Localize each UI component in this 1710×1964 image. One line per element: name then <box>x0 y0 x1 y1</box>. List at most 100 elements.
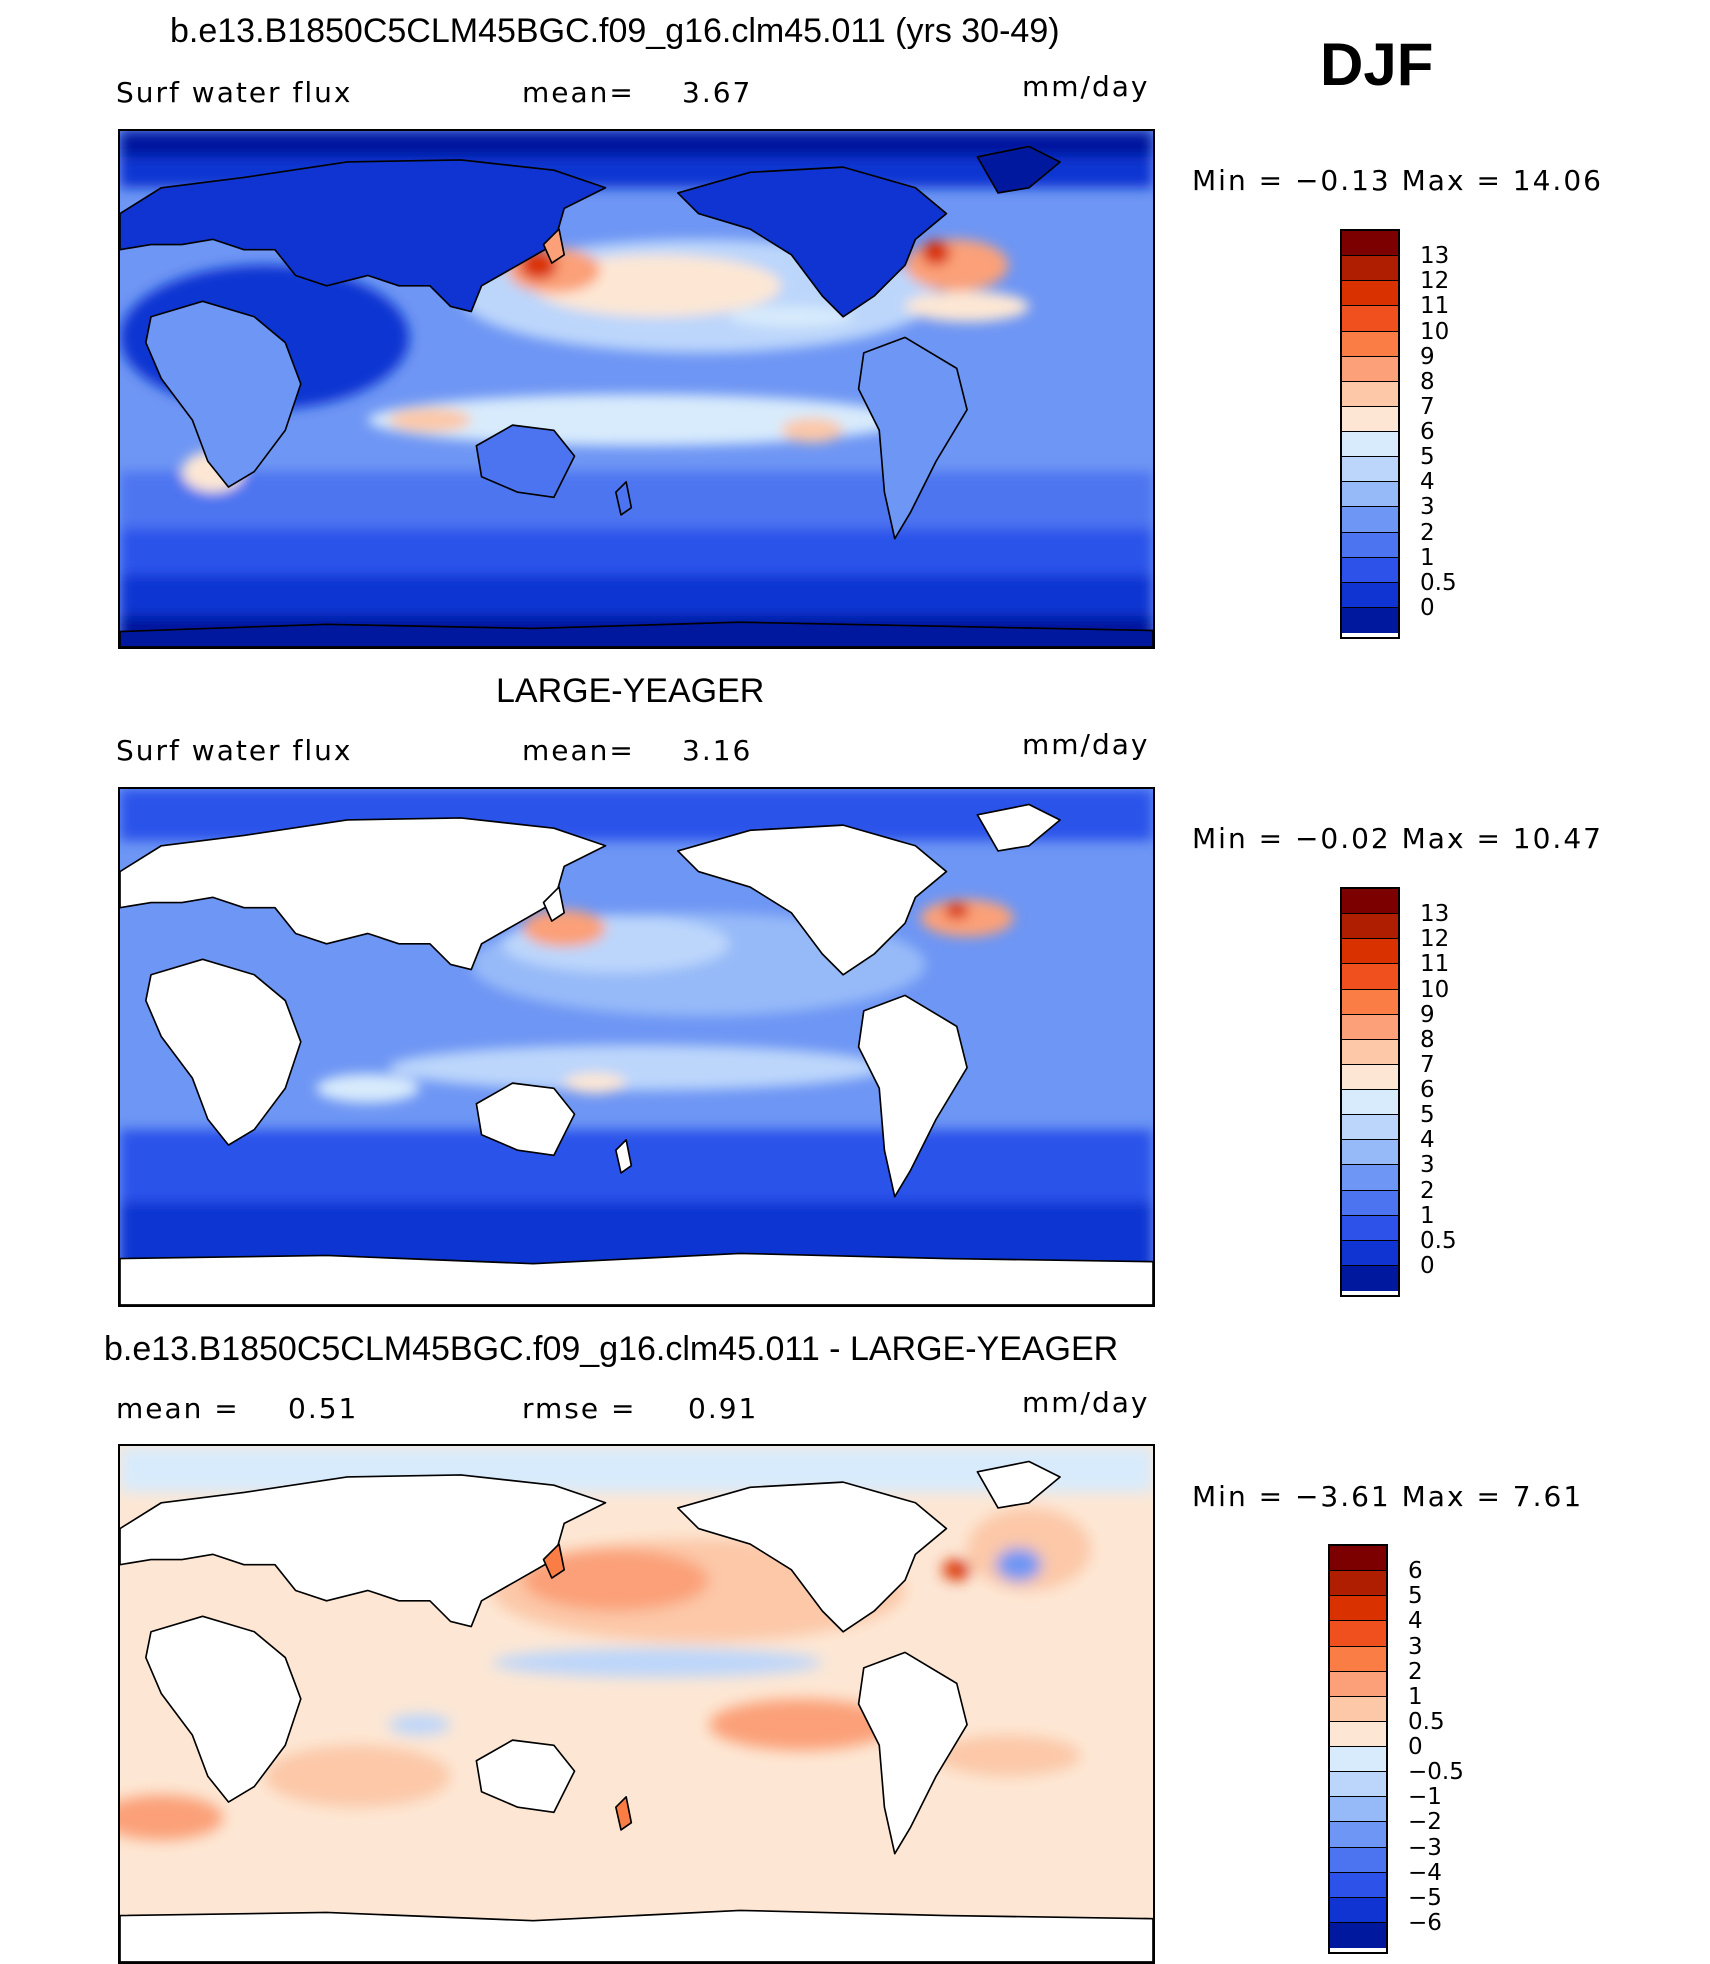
colorbar-tick-label: 9 <box>1420 1001 1435 1028</box>
colorbar-tick-label: 3 <box>1420 1152 1435 1179</box>
colorbar-swatch <box>1342 381 1398 407</box>
colorbar-tick-label: 0.5 <box>1408 1708 1445 1735</box>
colorbar-tick-label: 6 <box>1408 1558 1423 1585</box>
colorbar-tick-label: 4 <box>1408 1608 1423 1635</box>
colorbar-swatch <box>1342 1190 1398 1216</box>
colorbar-swatch <box>1342 356 1398 382</box>
colorbar-swatch <box>1342 939 1398 965</box>
colorbar-swatch <box>1342 482 1398 508</box>
colorbar-swatch <box>1342 1215 1398 1241</box>
panel2-map <box>118 787 1155 1307</box>
colorbar-swatch <box>1342 1039 1398 1065</box>
season-label: DJF <box>1320 31 1434 98</box>
colorbar-tick-label: 4 <box>1420 469 1435 496</box>
panel1-unit: mm/day <box>1022 70 1150 103</box>
colorbar-tick-label: 9 <box>1420 343 1435 370</box>
panel1-map <box>118 129 1155 649</box>
panel3-rmse-value: 0.91 <box>688 1392 759 1425</box>
colorbar-tick-label: 6 <box>1420 419 1435 445</box>
panel2-title: LARGE-YEAGER <box>496 672 765 710</box>
colorbar-swatch <box>1342 582 1398 608</box>
panel1-mean-value: 3.67 <box>682 76 753 109</box>
colorbar-swatch <box>1342 989 1398 1015</box>
panel2-unit: mm/day <box>1022 728 1150 761</box>
colorbar-tick-label: 0.5 <box>1420 569 1457 596</box>
panel1-minmax: Min = −0.13 Max = 14.06 <box>1192 164 1603 197</box>
panel3-minmax: Min = −3.61 Max = 7.61 <box>1192 1480 1584 1513</box>
panel3-colorbar <box>1328 1544 1388 1954</box>
colorbar-swatch <box>1342 1265 1398 1291</box>
panel1-variable-label: Surf water flux <box>116 76 353 109</box>
colorbar-tick-label: 0 <box>1420 1252 1435 1279</box>
colorbar-swatch <box>1330 1872 1386 1898</box>
panel1-title: b.e13.B1850C5CLM45BGC.f09_g16.clm45.011 … <box>170 12 1060 50</box>
colorbar-tick-label: 10 <box>1420 318 1450 345</box>
colorbar-swatch <box>1330 1621 1386 1647</box>
colorbar-tick-label: 5 <box>1420 1102 1435 1129</box>
colorbar-tick-label: −1 <box>1408 1784 1442 1811</box>
colorbar-tick-label: −6 <box>1408 1909 1442 1936</box>
colorbar-swatch <box>1330 1596 1386 1622</box>
colorbar-tick-label: 0 <box>1420 594 1435 621</box>
colorbar-swatch <box>1342 507 1398 533</box>
colorbar-swatch <box>1342 532 1398 558</box>
panel2-variable-label: Surf water flux <box>116 734 353 767</box>
colorbar-swatch <box>1342 457 1398 483</box>
colorbar-swatch <box>1342 231 1398 257</box>
colorbar-tick-label: −2 <box>1408 1809 1442 1836</box>
colorbar-swatch <box>1330 1822 1386 1848</box>
colorbar-swatch <box>1342 256 1398 282</box>
colorbar-tick-label: 1 <box>1420 1202 1435 1229</box>
colorbar-tick-label: −4 <box>1408 1859 1442 1886</box>
panel3-map-graphic <box>120 1446 1153 1962</box>
panel1-map-graphic <box>120 131 1153 647</box>
colorbar-swatch <box>1330 1922 1386 1948</box>
panel2-minmax: Min = −0.02 Max = 10.47 <box>1192 822 1603 855</box>
colorbar-tick-label: 8 <box>1420 368 1435 395</box>
colorbar-swatch <box>1342 964 1398 990</box>
colorbar-tick-label: 5 <box>1408 1583 1423 1610</box>
colorbar-tick-label: 13 <box>1420 901 1450 928</box>
colorbar-swatch <box>1342 889 1398 915</box>
colorbar-tick-label: 0 <box>1408 1734 1423 1760</box>
colorbar-swatch <box>1330 1772 1386 1798</box>
colorbar-swatch <box>1330 1897 1386 1923</box>
colorbar-swatch <box>1342 1064 1398 1090</box>
colorbar-tick-label: 2 <box>1420 1177 1435 1204</box>
colorbar-swatch <box>1330 1747 1386 1773</box>
colorbar-tick-label: 4 <box>1420 1127 1435 1154</box>
colorbar-tick-label: 10 <box>1420 976 1450 1003</box>
colorbar-tick-label: −5 <box>1408 1884 1442 1911</box>
panel2-mean-value: 3.16 <box>682 734 753 767</box>
colorbar-swatch <box>1342 406 1398 432</box>
colorbar-tick-label: 0.5 <box>1420 1227 1457 1254</box>
colorbar-swatch <box>1342 306 1398 332</box>
colorbar-tick-label: 11 <box>1420 951 1450 978</box>
colorbar-swatch <box>1342 1140 1398 1166</box>
colorbar-tick-label: 1 <box>1408 1683 1423 1710</box>
panel2-map-graphic <box>120 789 1153 1305</box>
colorbar-tick-label: 2 <box>1420 519 1435 546</box>
colorbar-tick-label: 3 <box>1408 1633 1423 1660</box>
colorbar-swatch <box>1330 1696 1386 1722</box>
colorbar-tick-label: 12 <box>1420 268 1450 295</box>
panel3-unit: mm/day <box>1022 1386 1150 1419</box>
colorbar-tick-label: 8 <box>1420 1026 1435 1053</box>
colorbar-swatch <box>1342 281 1398 307</box>
colorbar-tick-label: −3 <box>1408 1834 1442 1861</box>
colorbar-tick-label: 6 <box>1420 1077 1435 1103</box>
colorbar-tick-label: 7 <box>1420 1051 1435 1078</box>
colorbar-tick-label: 5 <box>1420 444 1435 471</box>
colorbar-swatch <box>1330 1797 1386 1823</box>
colorbar-swatch <box>1330 1646 1386 1672</box>
colorbar-swatch <box>1342 557 1398 583</box>
colorbar-swatch <box>1342 432 1398 458</box>
colorbar-tick-label: 2 <box>1408 1658 1423 1685</box>
colorbar-tick-label: 12 <box>1420 926 1450 953</box>
colorbar-swatch <box>1342 1240 1398 1266</box>
panel2-mean-label: mean= <box>522 734 635 767</box>
panel3-mean-label: mean = <box>116 1392 240 1425</box>
colorbar-swatch <box>1342 1014 1398 1040</box>
colorbar-swatch <box>1330 1847 1386 1873</box>
colorbar-swatch <box>1330 1571 1386 1597</box>
